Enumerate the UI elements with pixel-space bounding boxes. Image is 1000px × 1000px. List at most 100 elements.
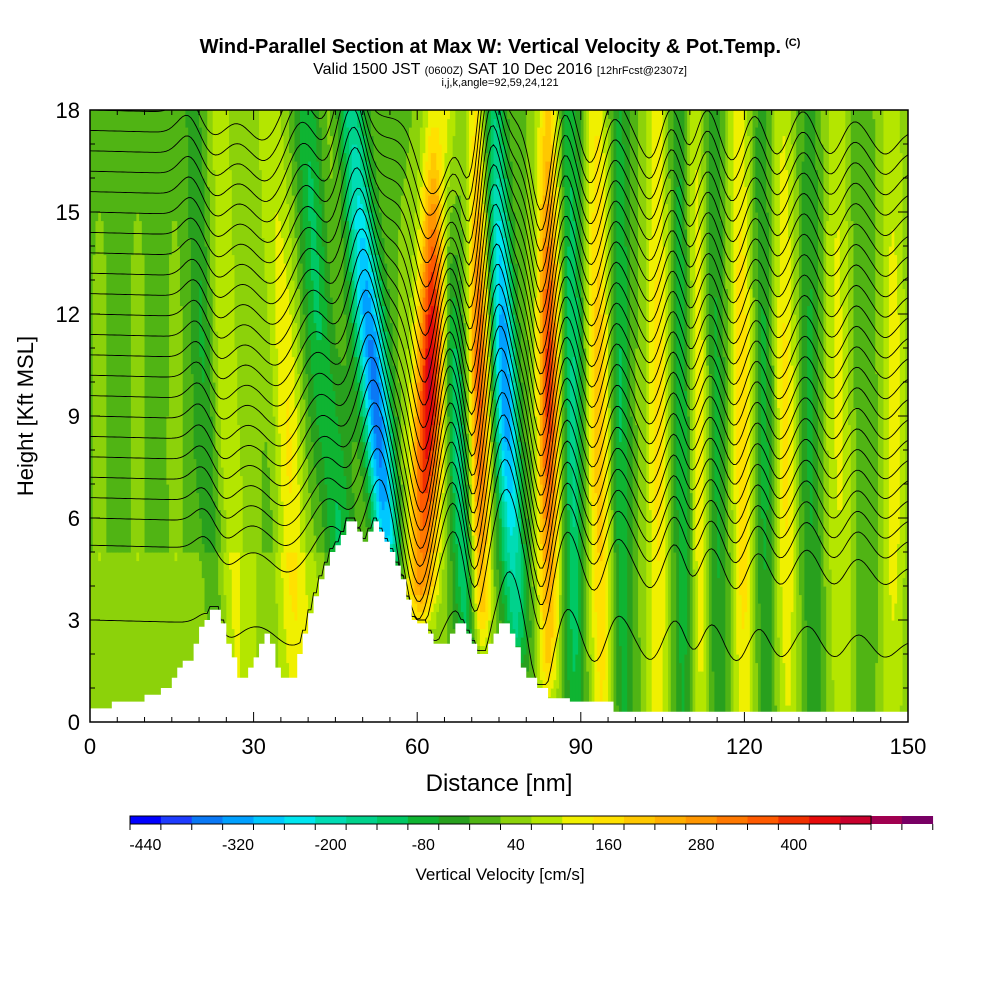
velocity-cell xyxy=(880,110,885,722)
colorbar-tick-label: 400 xyxy=(780,837,807,854)
velocity-cell xyxy=(616,543,620,706)
velocity-cell xyxy=(509,263,514,298)
velocity-cell xyxy=(779,152,784,587)
velocity-cell xyxy=(875,373,879,664)
velocity-cell xyxy=(485,331,489,375)
velocity-cell xyxy=(436,450,440,485)
velocity-cell xyxy=(692,110,696,570)
velocity-cell xyxy=(340,237,345,366)
velocity-cell xyxy=(368,441,372,460)
velocity-cell xyxy=(837,110,841,230)
velocity-cell xyxy=(368,297,372,341)
velocity-cell xyxy=(768,110,773,366)
velocity-cell xyxy=(174,220,178,553)
velocity-cell xyxy=(766,212,770,443)
velocity-cell xyxy=(676,509,680,722)
velocity-cell xyxy=(398,229,402,383)
velocity-cell xyxy=(373,492,377,511)
velocity-cell xyxy=(259,169,263,722)
velocity-cell xyxy=(490,348,495,392)
velocity-cell xyxy=(319,552,323,596)
velocity-cell xyxy=(501,475,506,502)
velocity-cell xyxy=(501,271,506,307)
velocity-cell xyxy=(452,254,456,298)
velocity-cell xyxy=(384,467,388,502)
velocity-cell xyxy=(520,382,525,460)
velocity-cell xyxy=(223,509,227,553)
velocity-cell xyxy=(253,552,257,664)
velocity-cell xyxy=(111,110,116,553)
velocity-cell xyxy=(591,212,596,511)
velocity-cell xyxy=(501,501,506,528)
velocity-cell xyxy=(130,110,135,256)
velocity-cell xyxy=(548,203,552,247)
velocity-cell xyxy=(572,110,576,222)
velocity-cell xyxy=(199,280,203,358)
velocity-cell xyxy=(790,611,795,722)
velocity-cell xyxy=(370,484,375,502)
velocity-cell xyxy=(569,365,574,468)
velocity-cell xyxy=(439,203,443,247)
velocity-cell xyxy=(471,535,476,570)
velocity-cell xyxy=(801,110,805,162)
velocity-cell xyxy=(196,552,200,722)
velocity-cell xyxy=(289,594,293,698)
velocity-cell xyxy=(493,492,497,587)
velocity-cell xyxy=(152,110,157,553)
velocity-cell xyxy=(449,110,454,162)
velocity-cell xyxy=(269,110,274,366)
velocity-cell xyxy=(422,331,426,366)
velocity-cell xyxy=(755,662,759,722)
velocity-cell xyxy=(490,186,495,205)
velocity-cell xyxy=(370,450,375,468)
velocity-cell xyxy=(777,297,781,409)
velocity-cell xyxy=(610,110,615,511)
velocity-cell xyxy=(310,178,315,281)
velocity-cell xyxy=(384,382,388,400)
velocity-cell xyxy=(158,552,162,722)
velocity-cell xyxy=(469,484,473,528)
colorbar-swatch xyxy=(222,816,254,824)
velocity-cell xyxy=(474,110,478,171)
velocity-cell xyxy=(365,280,369,358)
velocity-cell xyxy=(419,186,424,230)
velocity-cell xyxy=(201,382,206,545)
velocity-cell xyxy=(455,543,459,604)
velocity-cell xyxy=(545,348,549,417)
velocity-cell xyxy=(439,144,443,205)
velocity-cell xyxy=(455,110,459,196)
velocity-cell xyxy=(193,110,197,460)
velocity-cell xyxy=(845,220,849,722)
velocity-cell xyxy=(362,288,366,315)
velocity-cell xyxy=(166,110,170,417)
velocity-cell xyxy=(449,263,454,315)
velocity-cell xyxy=(389,509,394,545)
velocity-cell xyxy=(370,178,375,213)
velocity-cell xyxy=(291,110,296,196)
velocity-cell xyxy=(526,339,530,519)
velocity-cell xyxy=(520,543,525,638)
colorbar-swatch xyxy=(438,816,470,824)
velocity-cell xyxy=(248,110,252,553)
velocity-cell xyxy=(545,246,549,290)
velocity-cell xyxy=(384,305,388,332)
colorbar-tick-label: 160 xyxy=(595,837,622,854)
velocity-cell xyxy=(564,110,568,409)
velocity-cell xyxy=(569,110,574,188)
velocity-cell xyxy=(591,110,596,213)
velocity-cell xyxy=(439,424,443,468)
velocity-cell xyxy=(839,305,844,511)
velocity-cell xyxy=(308,161,312,222)
velocity-cell xyxy=(509,611,514,638)
valid-time: Valid 1500 JST xyxy=(313,61,421,78)
velocity-cell xyxy=(430,110,435,128)
velocity-cell xyxy=(782,110,786,137)
velocity-cell xyxy=(542,135,546,196)
velocity-cell xyxy=(698,671,702,722)
velocity-cell xyxy=(518,441,522,519)
velocity-cell xyxy=(654,518,658,722)
velocity-cell xyxy=(414,365,418,417)
velocity-cell xyxy=(335,348,339,417)
velocity-cell xyxy=(618,441,623,647)
velocity-cell xyxy=(657,110,661,264)
